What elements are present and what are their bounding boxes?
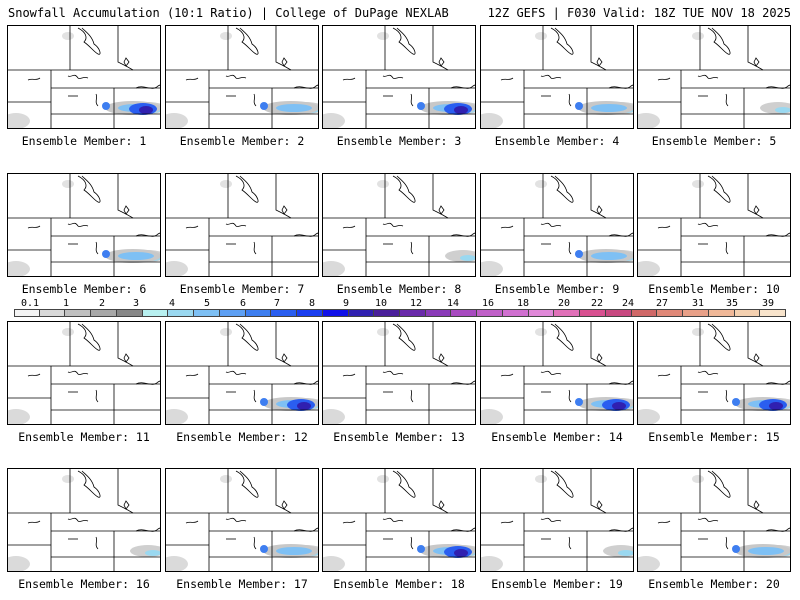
legend-swatch (451, 309, 478, 317)
member-map-16 (7, 468, 161, 572)
member-map-1 (7, 25, 161, 129)
legend-label: 22 (590, 298, 604, 309)
legend-swatch (374, 309, 400, 317)
member-caption-9: Ensemble Member: 9 (494, 282, 620, 296)
legend-label: 4 (168, 298, 176, 309)
legend-label: 8 (308, 298, 316, 309)
legend-label: 27 (655, 298, 669, 309)
member-map-4 (480, 25, 634, 129)
member-caption-3: Ensemble Member: 3 (336, 134, 462, 148)
legend-label: 18 (516, 298, 530, 309)
member-caption-8: Ensemble Member: 8 (336, 282, 462, 296)
member-map-8 (322, 173, 476, 277)
member-map-2 (165, 25, 319, 129)
member-caption-14: Ensemble Member: 14 (491, 430, 623, 444)
legend-label: 9 (342, 298, 350, 309)
legend-swatch (116, 309, 143, 317)
legend-label: 3 (132, 298, 140, 309)
member-caption-2: Ensemble Member: 2 (179, 134, 305, 148)
legend-swatch (271, 309, 298, 317)
legend-label: 16 (481, 298, 495, 309)
legend-swatch (605, 309, 632, 317)
model-run-info: 12Z GEFS | F030 Valid: 18Z TUE NOV 18 20… (487, 6, 791, 20)
legend-swatch (760, 309, 786, 317)
member-caption-19: Ensemble Member: 19 (491, 577, 623, 591)
member-map-6 (7, 173, 161, 277)
member-map-19 (480, 468, 634, 572)
legend-label: 20 (557, 298, 571, 309)
legend-swatch (502, 309, 529, 317)
legend-swatch (194, 309, 220, 317)
member-caption-7: Ensemble Member: 7 (179, 282, 305, 296)
legend-swatch (39, 309, 66, 317)
legend-swatch (219, 309, 246, 317)
legend-swatch (580, 309, 606, 317)
member-map-17 (165, 468, 319, 572)
legend-swatch (400, 309, 426, 317)
legend-swatch (91, 309, 117, 317)
member-caption-12: Ensemble Member: 12 (176, 430, 308, 444)
member-map-11 (7, 321, 161, 425)
legend-swatch (708, 309, 735, 317)
member-caption-17: Ensemble Member: 17 (176, 577, 308, 591)
legend-swatch (322, 309, 349, 317)
legend-label: 1 (62, 298, 70, 309)
legend-swatch (477, 309, 503, 317)
member-caption-18: Ensemble Member: 18 (333, 577, 465, 591)
legend-swatch (348, 309, 375, 317)
member-map-18 (322, 468, 476, 572)
legend-swatch (734, 309, 761, 317)
legend-label: 39 (761, 298, 775, 309)
member-map-10 (637, 173, 791, 277)
legend-swatch (528, 309, 555, 317)
member-caption-11: Ensemble Member: 11 (18, 430, 150, 444)
legend-swatch (554, 309, 581, 317)
member-map-5 (637, 25, 791, 129)
legend-swatch (425, 309, 452, 317)
member-caption-16: Ensemble Member: 16 (18, 577, 150, 591)
legend-swatch (168, 309, 195, 317)
legend-swatch (142, 309, 169, 317)
legend-swatch (245, 309, 272, 317)
legend-label: 14 (446, 298, 460, 309)
legend-swatch (657, 309, 684, 317)
legend-label: 7 (273, 298, 281, 309)
legend-label: 35 (725, 298, 739, 309)
legend-label: 10 (374, 298, 388, 309)
member-caption-10: Ensemble Member: 10 (648, 282, 780, 296)
legend-label: 24 (621, 298, 635, 309)
member-caption-13: Ensemble Member: 13 (333, 430, 465, 444)
legend-swatch (683, 309, 709, 317)
member-caption-15: Ensemble Member: 15 (648, 430, 780, 444)
legend-swatch (297, 309, 323, 317)
member-map-15 (637, 321, 791, 425)
member-caption-4: Ensemble Member: 4 (494, 134, 620, 148)
legend-swatch (65, 309, 92, 317)
member-caption-20: Ensemble Member: 20 (648, 577, 780, 591)
legend-label: 6 (239, 298, 247, 309)
legend-label: 2 (98, 298, 106, 309)
legend-label: 12 (409, 298, 423, 309)
member-map-12 (165, 321, 319, 425)
member-map-14 (480, 321, 634, 425)
member-map-9 (480, 173, 634, 277)
member-map-20 (637, 468, 791, 572)
legend-label: 0.1 (20, 298, 40, 309)
member-map-13 (322, 321, 476, 425)
member-caption-6: Ensemble Member: 6 (21, 282, 147, 296)
legend-label: 31 (691, 298, 705, 309)
legend-swatch (14, 309, 40, 317)
member-map-3 (322, 25, 476, 129)
legend-swatch (631, 309, 658, 317)
legend-label: 5 (203, 298, 211, 309)
member-caption-5: Ensemble Member: 5 (651, 134, 777, 148)
member-caption-1: Ensemble Member: 1 (21, 134, 147, 148)
member-map-7 (165, 173, 319, 277)
map-title: Snowfall Accumulation (10:1 Ratio) | Col… (8, 6, 449, 20)
